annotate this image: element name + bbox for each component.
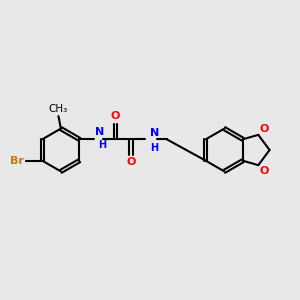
Text: H: H <box>150 143 158 153</box>
Text: O: O <box>111 112 120 122</box>
Text: CH₃: CH₃ <box>48 104 68 114</box>
Text: O: O <box>260 166 269 176</box>
Text: N: N <box>95 127 105 137</box>
Text: O: O <box>260 124 269 134</box>
Text: Br: Br <box>10 156 24 166</box>
Text: N: N <box>149 128 159 137</box>
Text: H: H <box>98 140 106 150</box>
Text: O: O <box>126 157 136 167</box>
